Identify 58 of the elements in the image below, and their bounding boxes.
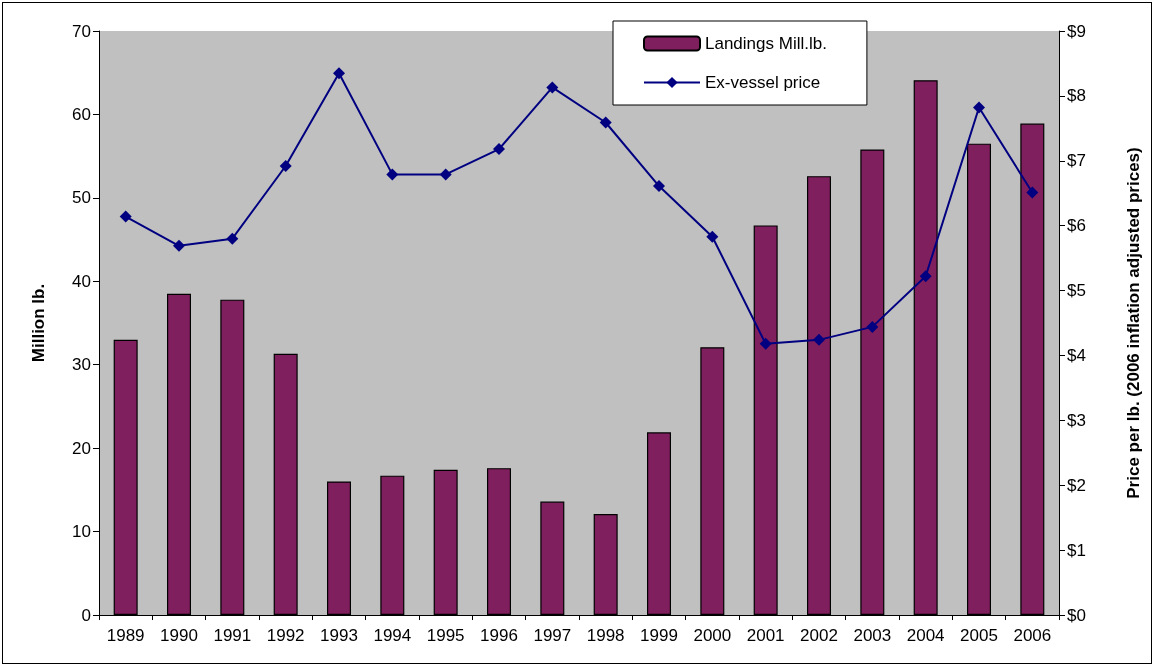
point [226, 232, 239, 245]
y-tick-label: 20 [72, 438, 91, 458]
point [119, 210, 132, 223]
x-tick-label: 1991 [213, 626, 252, 645]
x-tick-label: 2005 [960, 626, 998, 645]
x-tick-label: 2003 [853, 626, 892, 645]
x-tick-label: 2000 [693, 626, 732, 645]
y2-tick-label: $0 [1067, 605, 1086, 625]
x-tick-label: 1994 [373, 626, 412, 645]
y2-tick-label: $8 [1067, 86, 1086, 106]
x-tick-label: 2004 [906, 626, 945, 645]
point [599, 116, 612, 129]
y-tick-label: 0 [81, 605, 91, 625]
point [546, 81, 559, 94]
x-tick-label: 1990 [160, 626, 198, 645]
point [973, 101, 985, 114]
y-axis-title: Million lb. [29, 283, 48, 363]
x-tick-label: 1989 [106, 626, 145, 645]
x-tick-label: 2002 [800, 626, 838, 645]
point [1026, 186, 1039, 199]
y2-axis-title: Price per lb. (2006 inflation adjusted prices) [1124, 147, 1143, 499]
x-tick-label: 1996 [480, 626, 518, 645]
x-tick-label: 1999 [640, 626, 678, 645]
point [173, 239, 185, 252]
y-tick-label: 70 [72, 21, 91, 41]
y2-tick-label: $9 [1067, 21, 1086, 41]
y-tick-label: 60 [72, 104, 91, 124]
point [439, 168, 452, 181]
point [866, 320, 879, 333]
x-tick-label: 1992 [266, 626, 305, 645]
y-tick-label: 10 [72, 522, 91, 542]
point [813, 333, 825, 346]
y2-tick-label: $5 [1067, 281, 1086, 301]
y2-tick-label: $1 [1067, 540, 1086, 560]
point [279, 159, 292, 172]
x-tick-label: 2006 [1013, 626, 1052, 645]
y2-tick-label: $2 [1067, 475, 1086, 495]
y-tick-label: 40 [72, 271, 91, 291]
y-tick-label: 30 [72, 355, 91, 375]
x-tick-label: 1998 [586, 626, 625, 645]
y-tick-label: 50 [72, 188, 91, 208]
point [653, 180, 665, 193]
legend-label: Ex-vessel price [705, 73, 821, 92]
point [919, 270, 932, 283]
y2-tick-label: $7 [1067, 151, 1086, 171]
point [386, 168, 399, 181]
y2-tick-label: $6 [1067, 216, 1086, 236]
point [333, 67, 345, 80]
y2-tick-label: $4 [1067, 345, 1086, 365]
point [759, 337, 772, 350]
x-tick-label: 2001 [746, 626, 785, 645]
y2-tick-label: $3 [1067, 410, 1086, 430]
point [493, 143, 505, 156]
point [706, 230, 719, 243]
legend-label: Landings Mill.lb. [705, 34, 827, 53]
x-tick-label: 1995 [426, 626, 465, 645]
x-tick-label: 1993 [320, 626, 358, 645]
x-tick-label: 1997 [533, 626, 572, 645]
